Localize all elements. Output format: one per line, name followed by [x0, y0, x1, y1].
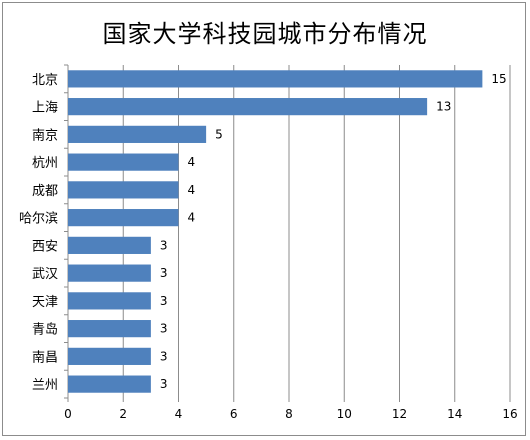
x-tick-label-0: 0	[64, 407, 72, 421]
category-label-7: 武汉	[32, 267, 58, 282]
data-label-9: 3	[160, 322, 168, 336]
bar-3	[68, 153, 179, 171]
data-label-11: 3	[160, 377, 168, 391]
category-label-1: 上海	[32, 101, 58, 116]
bar-8	[68, 292, 151, 310]
data-label-2: 5	[215, 127, 223, 141]
bar-11	[68, 375, 151, 393]
category-label-3: 杭州	[32, 156, 58, 171]
data-label-8: 3	[160, 294, 168, 308]
data-label-0: 15	[491, 72, 506, 86]
chart-title: 国家大学科技园城市分布情况	[102, 20, 428, 48]
x-tick-label-8: 16	[502, 407, 517, 421]
bar-1	[68, 98, 428, 116]
category-label-8: 天津	[32, 295, 58, 310]
data-label-7: 3	[160, 266, 168, 280]
data-label-6: 3	[160, 238, 168, 252]
bar-9	[68, 320, 151, 338]
category-label-0: 北京	[32, 73, 58, 88]
x-tick-label-4: 8	[285, 407, 293, 421]
bar-2	[68, 125, 207, 143]
category-label-6: 西安	[32, 239, 58, 254]
x-tick-label-3: 6	[230, 407, 238, 421]
category-label-10: 南昌	[32, 349, 58, 365]
data-label-1: 13	[436, 100, 451, 114]
data-label-5: 4	[188, 211, 196, 225]
bar-5	[68, 209, 179, 227]
data-label-4: 4	[188, 183, 196, 197]
bar-6	[68, 236, 151, 254]
x-tick-label-1: 2	[119, 407, 127, 421]
data-label-10: 3	[160, 349, 168, 363]
bar-4	[68, 181, 179, 199]
category-label-9: 青岛	[32, 322, 58, 338]
x-tick-label-7: 14	[447, 407, 462, 421]
x-tick-label-6: 12	[392, 407, 407, 421]
category-label-4: 成都	[32, 184, 58, 199]
category-label-5: 哈尔滨	[19, 211, 58, 227]
x-tick-label-2: 4	[175, 407, 183, 421]
x-tick-label-5: 10	[337, 407, 352, 421]
data-label-3: 4	[188, 155, 196, 169]
bar-7	[68, 264, 151, 282]
bar-0	[68, 70, 483, 88]
category-label-2: 南京	[32, 127, 58, 143]
category-label-11: 兰州	[32, 378, 58, 393]
bar-10	[68, 347, 151, 365]
